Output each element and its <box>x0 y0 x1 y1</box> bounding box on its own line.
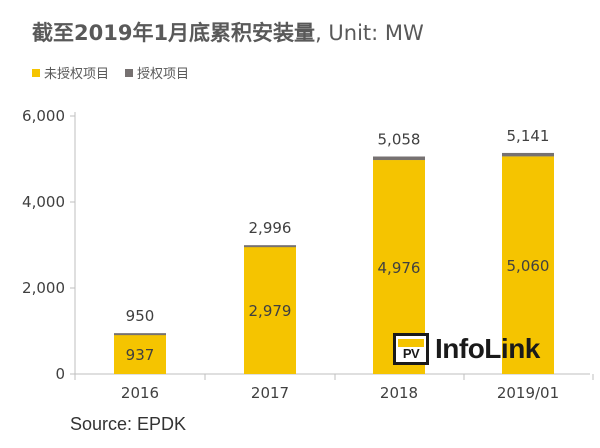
bar-total-label: 5,058 <box>378 131 421 149</box>
y-tick-label: 0 <box>55 365 65 383</box>
legend-swatch-authorized <box>125 68 134 77</box>
bar-segment-unauthorized <box>244 245 296 374</box>
bar-total-label: 5,141 <box>507 127 550 145</box>
logo-word: InfoLink <box>435 333 540 364</box>
bar-segment-authorized <box>502 152 554 157</box>
chart-title-text: 截至2019年1月底累积安装量 <box>32 21 316 45</box>
logo-box: PV <box>393 333 429 365</box>
bar-segment-label: 4,976 <box>378 259 421 277</box>
bar-segment-label: 937 <box>126 346 155 364</box>
bar-segment-authorized <box>244 245 296 248</box>
logo-box-bar <box>398 339 424 347</box>
x-tick-label: 2016 <box>121 384 159 402</box>
y-tick-label: 4,000 <box>22 193 65 211</box>
chart-title: 截至2019年1月底累积安装量, Unit: MW <box>32 17 424 47</box>
x-tick-label: 2019/01 <box>497 384 559 402</box>
legend-label-authorized: 授权项目 <box>137 67 190 82</box>
x-tick-label: 2017 <box>251 384 289 402</box>
x-tick-label: 2018 <box>380 384 418 402</box>
y-tick-label: 2,000 <box>22 279 65 297</box>
bar-segment-label: 2,979 <box>249 302 292 320</box>
bar-segment-unauthorized <box>502 156 554 374</box>
logo-box-text: PV <box>402 346 420 361</box>
bar-segment-label: 5,060 <box>507 257 550 275</box>
legend-item-unauthorized: 未授权项目 <box>32 63 109 82</box>
legend-label-unauthorized: 未授权项目 <box>44 67 110 82</box>
bar-segment-authorized <box>114 333 166 336</box>
legend: 未授权项目 授权项目 <box>32 63 205 82</box>
source-note: Source: EPDK <box>70 414 187 434</box>
legend-swatch-unauthorized <box>32 68 40 77</box>
bar-total-label: 950 <box>126 307 155 325</box>
bar-segment-authorized <box>373 156 425 161</box>
bar-segment-unauthorized <box>114 333 166 374</box>
infolink-logo: PV InfoLink <box>393 333 540 365</box>
y-tick-label: 6,000 <box>22 107 65 125</box>
chart-title-unit: , Unit: MW <box>315 21 424 45</box>
legend-item-authorized: 授权项目 <box>125 63 189 82</box>
bar-total-label: 2,996 <box>249 219 292 237</box>
